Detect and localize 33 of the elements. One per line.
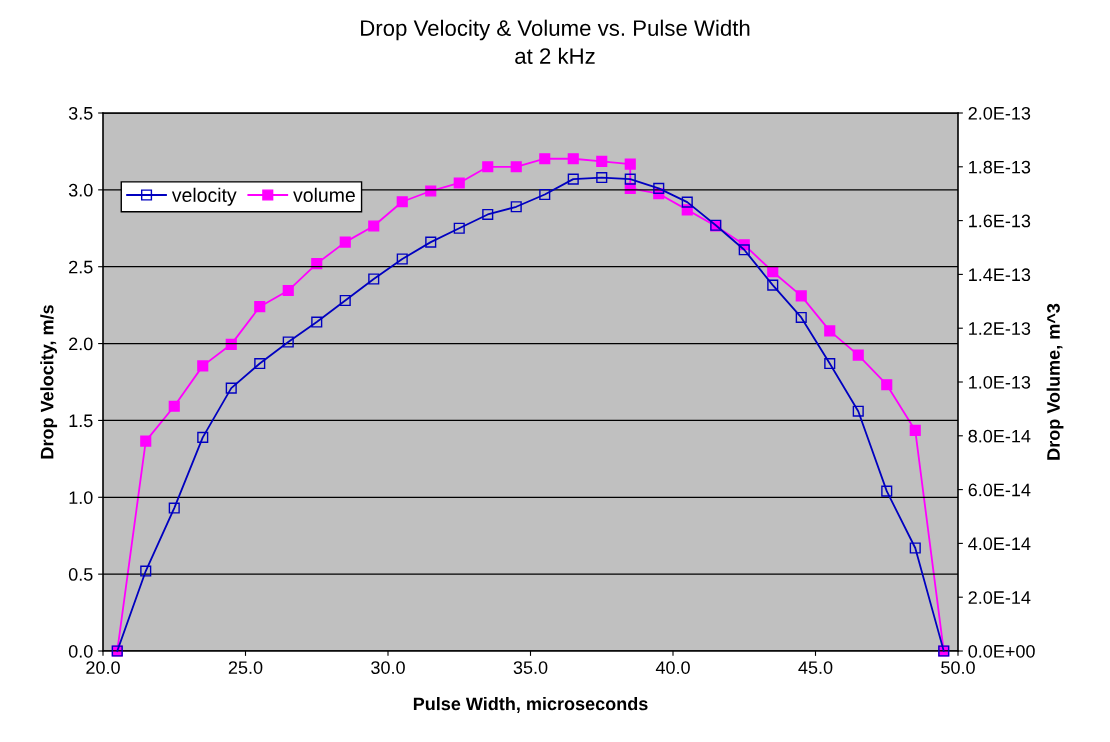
legend-label: velocity (171, 187, 237, 206)
x-tick-label: 30.0 (371, 661, 405, 674)
y2-tick-label: 2.0E-14 (968, 591, 1031, 604)
y2-tick-label: 8.0E-14 (968, 429, 1031, 443)
legend-label: volume (293, 187, 355, 203)
y-tick-label: 1.0 (69, 491, 93, 505)
y2-tick-label: 6.0E-14 (968, 483, 1031, 497)
x-tick-label: 50.0 (941, 661, 975, 674)
y-tick-label: 0.5 (68, 568, 93, 581)
y-tick-label: 0.0 (68, 644, 93, 658)
x-tick-label: 20.0 (86, 661, 120, 674)
y-tick-label: 2.0 (69, 337, 93, 351)
y2-tick-label: 1.2E-13 (969, 322, 1031, 335)
y-tick-label: 3.5 (68, 106, 93, 120)
x-tick-label: 25.0 (228, 661, 263, 674)
y-tick-label: 1.5 (69, 414, 93, 428)
y2-tick-label: 1.0E-13 (969, 375, 1031, 389)
x-tick-label: 40.0 (655, 661, 690, 674)
y2-tick-label: 0.0E+00 (968, 644, 1035, 658)
y-axis-title: Drop Velocity, m/s (40, 305, 58, 459)
x-tick-label: 45.0 (798, 661, 833, 674)
x-tick-label: 35.0 (513, 661, 548, 674)
chart-subtitle: at 2 kHz (515, 47, 595, 64)
y2-tick-label: 1.6E-13 (969, 214, 1031, 228)
y2-tick-label: 1.4E-13 (969, 268, 1031, 282)
y-tick-label: 3.0 (68, 183, 93, 197)
x-axis-title: Pulse Width, microseconds (413, 697, 648, 713)
y2-tick-label: 4.0E-14 (968, 537, 1031, 551)
y2-axis-title: Drop Volume, m^3 (1046, 303, 1064, 460)
y2-tick-label: 1.8E-13 (969, 160, 1031, 174)
chart-title: Drop Velocity & Volume vs. Pulse Width (361, 19, 750, 41)
y-tick-label: 2.5 (69, 260, 93, 274)
y2-tick-label: 2.0E-13 (968, 106, 1031, 120)
